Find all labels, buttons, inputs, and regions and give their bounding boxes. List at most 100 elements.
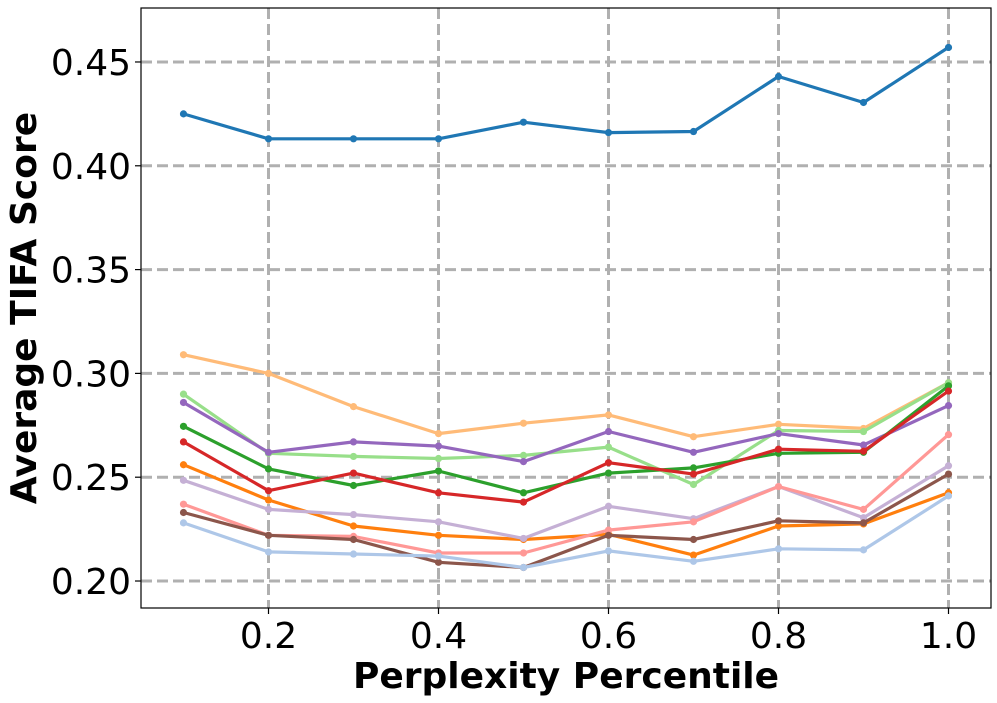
data-point <box>519 451 528 460</box>
data-point <box>434 454 443 463</box>
data-point <box>264 531 273 539</box>
data-point <box>944 492 953 500</box>
data-point <box>774 482 783 491</box>
data-point <box>604 411 613 419</box>
series-series-5 <box>179 382 953 497</box>
y-tick-label: 0.35 <box>51 251 131 292</box>
data-point <box>349 438 358 446</box>
data-point <box>604 502 613 510</box>
data-point <box>179 390 188 398</box>
data-point <box>519 458 528 466</box>
y-tick-label: 0.40 <box>51 147 131 188</box>
data-point <box>944 43 953 52</box>
data-point <box>434 489 443 497</box>
x-tick-label: 0.8 <box>750 616 807 657</box>
data-point <box>774 445 783 453</box>
y-tick-label: 0.25 <box>51 458 131 499</box>
data-point <box>179 110 188 118</box>
series-series-2 <box>179 351 953 441</box>
data-point <box>689 127 698 136</box>
data-point <box>689 557 698 565</box>
x-axis-label: Perplexity Percentile <box>353 656 779 697</box>
data-point <box>859 514 868 522</box>
data-point <box>179 508 188 517</box>
data-point <box>519 118 528 126</box>
x-tick-label: 0.2 <box>240 616 297 657</box>
data-point <box>434 552 443 560</box>
data-point <box>434 518 443 526</box>
data-point <box>859 441 868 449</box>
data-point <box>179 398 188 407</box>
data-point <box>179 500 188 508</box>
data-point <box>349 550 358 558</box>
data-point <box>434 467 443 475</box>
data-point <box>774 517 783 525</box>
data-point <box>944 382 953 390</box>
data-point <box>349 510 358 519</box>
data-point <box>519 549 528 557</box>
series-line <box>181 464 951 541</box>
series-line <box>181 45 951 141</box>
data-point <box>434 558 443 566</box>
data-point <box>774 545 783 553</box>
data-point <box>774 72 783 81</box>
data-point <box>689 433 698 441</box>
data-point <box>349 469 358 477</box>
data-point <box>179 351 188 359</box>
data-point <box>859 519 868 527</box>
data-point <box>604 427 613 436</box>
data-point <box>434 430 443 438</box>
data-point <box>519 489 528 497</box>
data-point <box>264 505 273 513</box>
y-tick-label: 0.30 <box>51 354 131 395</box>
series-line <box>181 381 951 487</box>
data-point <box>264 135 273 143</box>
data-point <box>264 548 273 556</box>
data-point <box>689 551 698 559</box>
data-point <box>944 470 953 478</box>
data-point <box>604 547 613 555</box>
data-point <box>264 369 273 377</box>
y-tick-label: 0.45 <box>51 43 131 84</box>
data-point <box>689 464 698 472</box>
data-point <box>349 135 358 143</box>
y-tick-label: 0.20 <box>51 562 131 603</box>
data-point <box>349 403 358 411</box>
data-point <box>859 505 868 513</box>
series-series-1 <box>179 43 953 143</box>
data-point <box>264 487 273 495</box>
data-point <box>179 422 188 430</box>
data-point <box>604 443 613 451</box>
series-series-11 <box>179 492 953 572</box>
data-point <box>179 438 188 446</box>
data-point <box>944 387 953 395</box>
data-point <box>604 526 613 534</box>
x-tick-label: 1.0 <box>920 616 977 657</box>
series-series-6 <box>179 387 953 506</box>
grid <box>141 8 991 608</box>
data-point <box>604 469 613 477</box>
data-point <box>264 496 273 504</box>
series-group <box>179 43 953 572</box>
data-point <box>264 448 273 456</box>
plot-frame <box>140 7 992 609</box>
series-line <box>181 472 951 570</box>
series-series-4 <box>179 398 953 466</box>
data-point <box>774 522 783 530</box>
data-point <box>774 430 783 438</box>
data-point <box>944 462 953 470</box>
x-tick-label: 0.6 <box>580 616 637 657</box>
data-point <box>179 461 188 469</box>
data-point <box>519 419 528 427</box>
data-point <box>689 518 698 526</box>
data-point <box>604 531 613 539</box>
data-point <box>349 452 358 461</box>
series-line <box>181 389 951 504</box>
data-point <box>349 535 358 544</box>
data-point <box>944 401 953 410</box>
data-point <box>689 535 698 544</box>
data-point <box>519 498 528 506</box>
data-point <box>179 476 188 484</box>
axis-ticks: 0.2 0.4 0.6 0.8 1.0 0.20 0.25 0.30 0.35 0.40 0.45 <box>51 43 977 657</box>
